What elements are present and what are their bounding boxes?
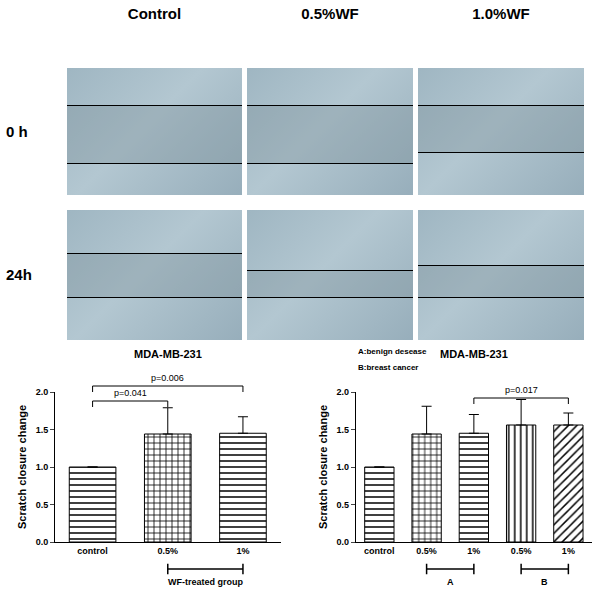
- svg-text:0.5%: 0.5%: [416, 546, 437, 556]
- html-text:24h: 24h: [6, 266, 32, 283]
- svg-text:0.5%: 0.5%: [511, 546, 532, 556]
- svg-text:p=0.041: p=0.041: [114, 388, 147, 398]
- html-text:1.0%WF: 1.0%WF: [472, 5, 530, 22]
- svg-text:0.5: 0.5: [336, 500, 349, 510]
- svg-text:A: A: [447, 577, 454, 587]
- svg-text:2.0: 2.0: [336, 387, 349, 397]
- svg-text:1%: 1%: [562, 546, 575, 556]
- svg-text:1.5: 1.5: [36, 425, 49, 435]
- svg-text:B:breast cancer: B:breast cancer: [358, 363, 418, 372]
- svg-text:0.5%: 0.5%: [158, 546, 179, 556]
- svg-text:Scratch closure change: Scratch closure change: [16, 405, 28, 529]
- svg-text:2.0: 2.0: [36, 387, 49, 397]
- svg-text:p=0.017: p=0.017: [505, 385, 538, 395]
- html-text:Control: Control: [127, 5, 182, 22]
- svg-text:MDA-MB-231: MDA-MB-231: [134, 348, 202, 360]
- svg-text:0.5: 0.5: [36, 500, 49, 510]
- html-text:0.5%WF: 0.5%WF: [301, 5, 359, 22]
- svg-text:MDA-MB-231: MDA-MB-231: [440, 348, 508, 360]
- svg-text:1%: 1%: [467, 546, 480, 556]
- svg-text:Scratch closure change: Scratch closure change: [317, 405, 329, 529]
- svg-text:A:benign desease: A:benign desease: [358, 347, 427, 356]
- svg-text:control: control: [77, 546, 108, 556]
- html-text:0 h: 0 h: [6, 122, 28, 140]
- svg-text:B: B: [541, 577, 548, 587]
- svg-text:0.0: 0.0: [36, 537, 49, 547]
- svg-text:0.0: 0.0: [336, 537, 349, 547]
- svg-text:WF-treated group: WF-treated group: [168, 577, 243, 587]
- svg-text:control: control: [364, 546, 395, 556]
- svg-text:1.0: 1.0: [336, 462, 349, 472]
- svg-text:p=0.006: p=0.006: [151, 373, 184, 383]
- svg-text:1%: 1%: [236, 546, 249, 556]
- svg-text:1.0: 1.0: [36, 462, 49, 472]
- svg-text:1.5: 1.5: [336, 425, 349, 435]
